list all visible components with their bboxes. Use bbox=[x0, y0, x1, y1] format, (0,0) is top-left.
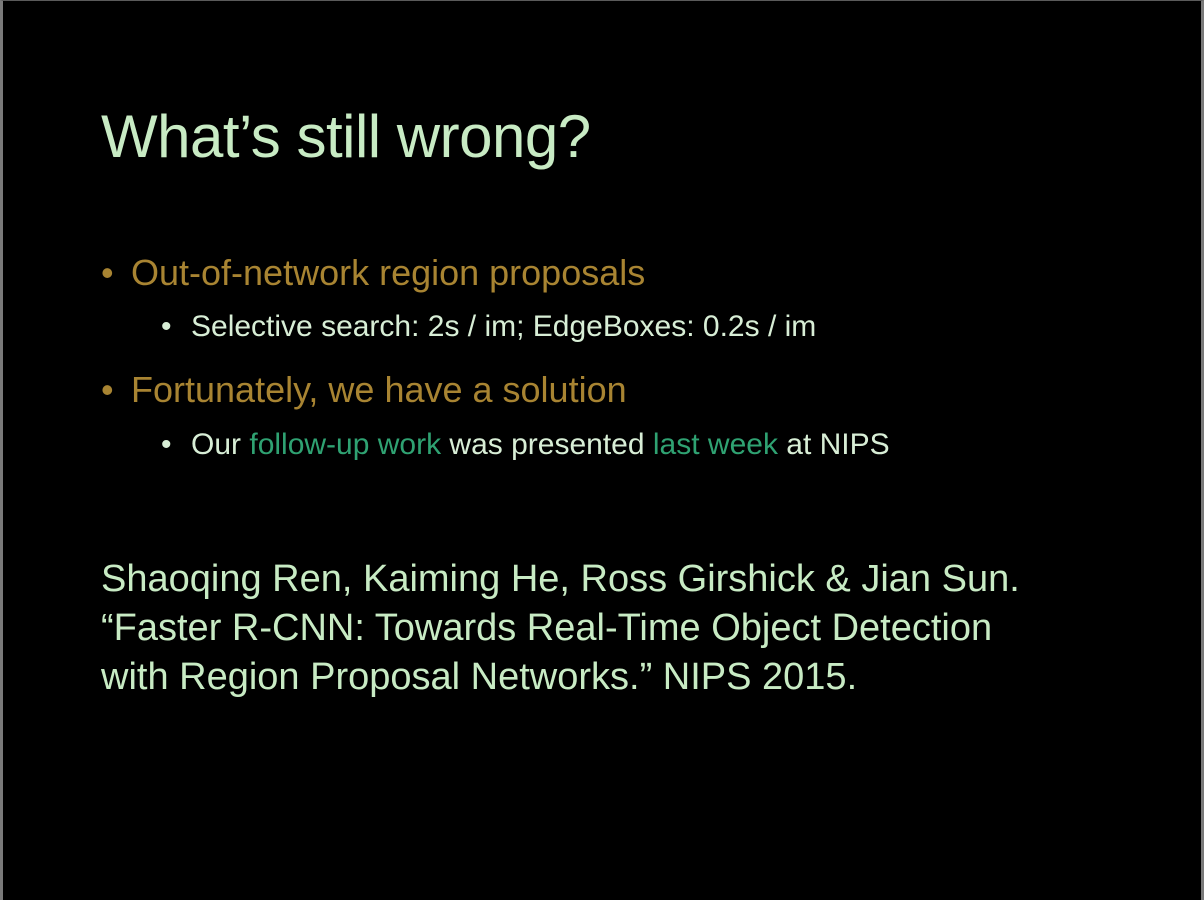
bullet-text: Fortunately, we have a solution bbox=[131, 369, 627, 410]
bullet-marker: • bbox=[161, 310, 172, 343]
sub-bullet-timing: • Selective search: 2s / im; EdgeBoxes: 0… bbox=[161, 308, 816, 346]
bullet-text-part: at NIPS bbox=[777, 428, 890, 461]
bullet-solution: • Fortunately, we have a solution bbox=[101, 368, 627, 412]
bullet-text: Out-of-network region proposals bbox=[131, 252, 646, 293]
citation-line: Shaoqing Ren, Kaiming He, Ross Girshick … bbox=[101, 558, 1020, 600]
citation-line: “Faster R-CNN: Towards Real-Time Object … bbox=[101, 607, 993, 649]
bullet-marker: • bbox=[161, 428, 172, 461]
follow-up-work-link[interactable]: follow-up work bbox=[249, 428, 442, 461]
bullet-text-part: Our bbox=[191, 428, 250, 461]
sub-bullet-follow-up: • Our follow-up work was presented last w… bbox=[161, 426, 890, 464]
bullet-out-of-network: • Out-of-network region proposals bbox=[101, 251, 645, 295]
slide-title: What’s still wrong? bbox=[101, 103, 591, 170]
bullet-text: Selective search: 2s / im; EdgeBoxes: 0.… bbox=[191, 310, 817, 343]
bullet-marker: • bbox=[101, 252, 114, 293]
citation-block: Shaoqing Ren, Kaiming He, Ross Girshick … bbox=[101, 555, 1020, 702]
citation-line: with Region Proposal Networks.” NIPS 201… bbox=[101, 656, 858, 698]
bullet-text-part: was presented bbox=[441, 428, 653, 461]
last-week-link[interactable]: last week bbox=[652, 428, 778, 461]
bullet-marker: • bbox=[101, 369, 114, 410]
